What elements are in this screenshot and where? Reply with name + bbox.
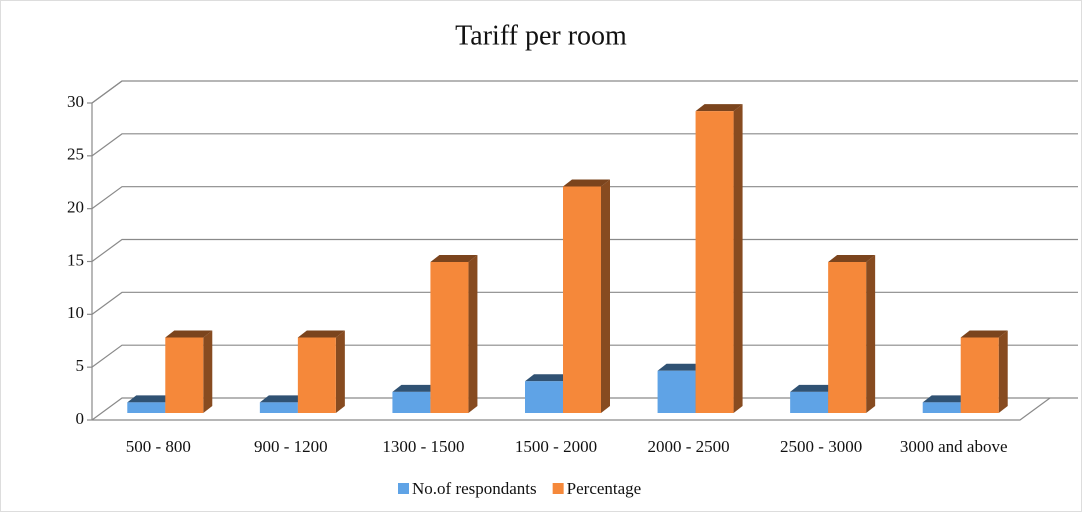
bar-face bbox=[203, 330, 213, 413]
bar-face bbox=[165, 337, 204, 413]
bar-face bbox=[733, 104, 743, 413]
grid-line bbox=[91, 133, 1078, 157]
bar-face bbox=[657, 370, 696, 413]
grid-line bbox=[91, 344, 1078, 368]
bar-face bbox=[430, 255, 478, 263]
bar bbox=[960, 330, 1008, 413]
bar-face bbox=[468, 255, 478, 413]
legend-swatch bbox=[398, 483, 409, 494]
y-tick-label: 0 bbox=[76, 409, 85, 428]
bar-face bbox=[922, 395, 970, 403]
bar-face bbox=[297, 337, 336, 413]
x-tick-label: 3000 and above bbox=[900, 437, 1008, 456]
legend-label: Percentage bbox=[567, 479, 642, 498]
bar-face bbox=[922, 402, 961, 413]
legend-swatch bbox=[552, 483, 564, 494]
legend-label: No.of respondants bbox=[412, 479, 537, 498]
grid-line bbox=[91, 291, 1078, 315]
bar-face bbox=[259, 402, 298, 413]
bar bbox=[695, 104, 743, 413]
bar-face bbox=[392, 391, 431, 413]
bar-face bbox=[695, 104, 743, 112]
x-tick-label: 900 - 1200 bbox=[254, 437, 328, 456]
bar-face bbox=[828, 255, 876, 263]
bar-face bbox=[525, 374, 572, 382]
bar-face bbox=[960, 337, 999, 413]
chart-title: Tariff per room bbox=[455, 20, 627, 51]
bar bbox=[563, 179, 610, 413]
bar-face bbox=[828, 262, 867, 413]
bar-face bbox=[297, 330, 345, 338]
bar-face bbox=[998, 330, 1008, 413]
x-tick-label: 500 - 800 bbox=[126, 437, 191, 456]
x-tick-label: 2500 - 3000 bbox=[780, 437, 862, 456]
bar-face bbox=[165, 330, 213, 338]
grid-line bbox=[91, 186, 1078, 210]
bar-face bbox=[525, 381, 563, 413]
grid-line bbox=[91, 397, 1078, 421]
bar-face bbox=[790, 391, 829, 413]
y-tick-label: 20 bbox=[67, 198, 84, 217]
bar-face bbox=[563, 186, 601, 413]
floor bbox=[92, 397, 1051, 421]
y-tick-label: 5 bbox=[76, 356, 85, 375]
y-tick-label: 10 bbox=[67, 303, 84, 322]
bar-face bbox=[960, 330, 1008, 338]
bar-face bbox=[866, 255, 876, 413]
bar-face bbox=[563, 179, 610, 187]
bar-face bbox=[335, 330, 345, 413]
y-tick-label: 15 bbox=[67, 250, 84, 269]
grid-line bbox=[91, 238, 1078, 262]
bar-face bbox=[601, 179, 610, 413]
bar-face bbox=[392, 384, 440, 392]
bar-face bbox=[259, 395, 307, 403]
bar-face bbox=[695, 111, 734, 413]
bar bbox=[430, 255, 478, 413]
x-tick-label: 1300 - 1500 bbox=[382, 437, 464, 456]
bar-face bbox=[657, 363, 705, 371]
y-tick-label: 30 bbox=[67, 92, 84, 111]
bar bbox=[297, 330, 345, 413]
bar-face bbox=[127, 395, 175, 403]
bar bbox=[165, 330, 213, 413]
bar-face bbox=[790, 384, 838, 392]
bar bbox=[828, 255, 876, 413]
bar-face bbox=[430, 262, 469, 413]
grid-line bbox=[91, 80, 1078, 104]
y-tick-label: 25 bbox=[67, 145, 84, 164]
bar-face bbox=[127, 402, 166, 413]
x-tick-label: 2000 - 2500 bbox=[647, 437, 729, 456]
x-tick-label: 1500 - 2000 bbox=[515, 437, 597, 456]
